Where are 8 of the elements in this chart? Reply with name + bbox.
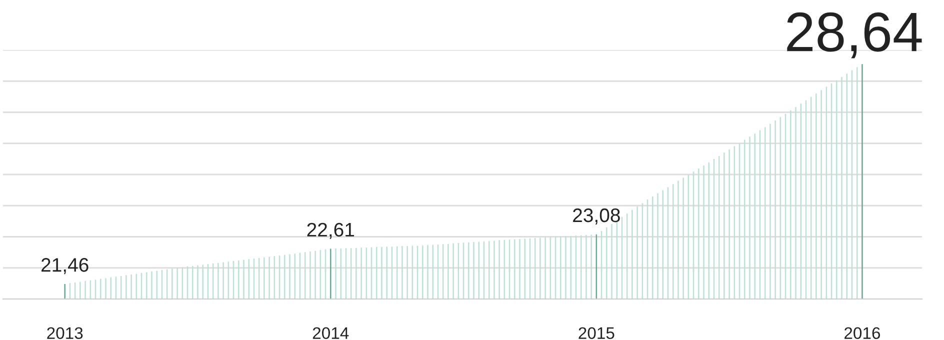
data-label: 28,64 (787, 12, 922, 58)
data-label: 22,61 (307, 222, 354, 239)
x-tick-label: 2016 (844, 327, 880, 340)
data-label: 23,08 (573, 208, 620, 224)
x-tick-label: 2015 (578, 327, 614, 340)
x-tick-label: 2014 (312, 327, 349, 340)
x-tick-label: 2013 (47, 327, 83, 340)
data-label: 21,46 (41, 258, 88, 274)
